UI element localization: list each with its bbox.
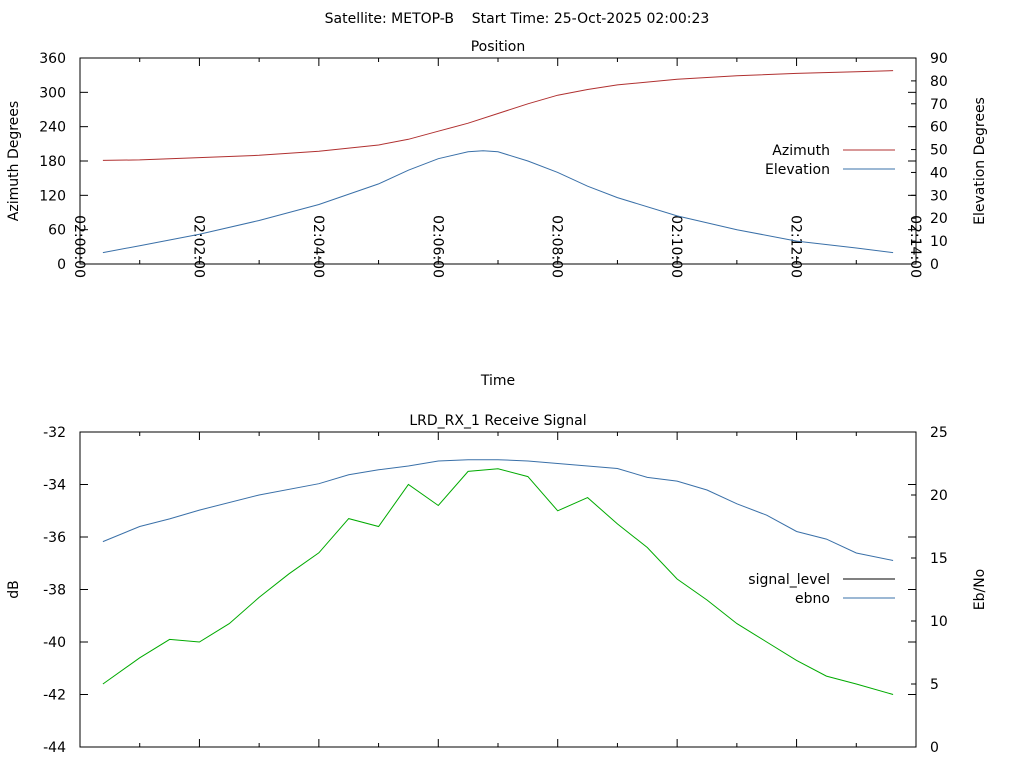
chart2-y2label: Eb/No — [972, 569, 988, 611]
chart1-title: Position — [471, 39, 526, 55]
plot-layer: Position06012018024030036001020304050607… — [6, 39, 988, 756]
chart1-ytick-label: 180 — [39, 154, 66, 170]
chart1-ytick-label: 60 — [48, 223, 66, 239]
chart1-y2label: Elevation Degrees — [972, 97, 988, 225]
chart1-xlabel: Time — [480, 373, 515, 389]
figure-title: Satellite: METOP-B Start Time: 25-Oct-20… — [325, 11, 710, 27]
chart1-series-azimuth-line — [102, 70, 894, 161]
chart1-xtick-label: 02:06:00 — [429, 215, 445, 278]
chart2-y2tick-label: 5 — [930, 677, 939, 693]
chart2-legend-label: ebno — [795, 591, 830, 607]
chart1-xtick-label: 02:12:00 — [788, 215, 804, 278]
chart1-y2tick-label: 60 — [930, 120, 948, 136]
chart2-y2tick-label: 0 — [930, 740, 939, 756]
chart1-xtick-label: 02:04:00 — [310, 215, 326, 278]
chart1-ytick-label: 300 — [39, 85, 66, 101]
chart1-ytick-label: 240 — [39, 120, 66, 136]
chart2-series-unnamed-2-line — [102, 468, 894, 695]
chart1-y2tick-label: 20 — [930, 211, 948, 227]
chart1-y2tick-label: 0 — [930, 257, 939, 273]
chart1-xtick-label: 02:02:00 — [190, 215, 206, 278]
chart1-legend-label: Azimuth — [772, 143, 830, 159]
chart2-ylabel: dB — [6, 580, 22, 599]
chart2-y2tick-label: 20 — [930, 488, 948, 504]
chart2-ytick-label: -38 — [43, 583, 66, 599]
chart2-ytick-label: -36 — [43, 530, 66, 546]
chart1-ytick-label: 0 — [57, 257, 66, 273]
chart1-xtick-label: 02:14:00 — [907, 215, 923, 278]
chart1-y2tick-label: 10 — [930, 234, 948, 250]
chart1-ylabel: Azimuth Degrees — [6, 101, 22, 221]
chart2-series-ebno-line — [102, 459, 894, 561]
chart1-legend-label: Elevation — [765, 162, 830, 178]
chart1-y2tick-label: 80 — [930, 74, 948, 90]
chart2-plot-frame — [79, 431, 917, 748]
chart2-ytick-label: -34 — [43, 478, 66, 494]
chart1-series-elevation-line — [102, 150, 894, 254]
chart1-xtick-label: 02:10:00 — [668, 215, 684, 278]
chart2-y2tick-label: 15 — [930, 551, 948, 567]
chart2-title: LRD_RX_1 Receive Signal — [409, 413, 586, 429]
chart1-xtick-label: 02:00:00 — [71, 215, 87, 278]
chart2-legend-label: signal_level — [748, 572, 830, 588]
chart2-ytick-label: -40 — [43, 635, 66, 651]
chart2-ytick-label: -32 — [43, 425, 66, 441]
chart1-ytick-label: 120 — [39, 188, 66, 204]
chart1-y2tick-label: 40 — [930, 165, 948, 181]
chart2-ytick-label: -44 — [43, 740, 66, 756]
chart1-ytick-label: 360 — [39, 51, 66, 67]
chart1-y2tick-label: 90 — [930, 51, 948, 67]
chart2-y2tick-label: 10 — [930, 614, 948, 630]
chart1-y2tick-label: 70 — [930, 97, 948, 113]
chart1-y2tick-label: 50 — [930, 143, 948, 159]
chart1-y2tick-label: 30 — [930, 188, 948, 204]
chart2-y2tick-label: 25 — [930, 425, 948, 441]
chart1-xtick-label: 02:08:00 — [549, 215, 565, 278]
chart2-ytick-label: -42 — [43, 688, 66, 704]
